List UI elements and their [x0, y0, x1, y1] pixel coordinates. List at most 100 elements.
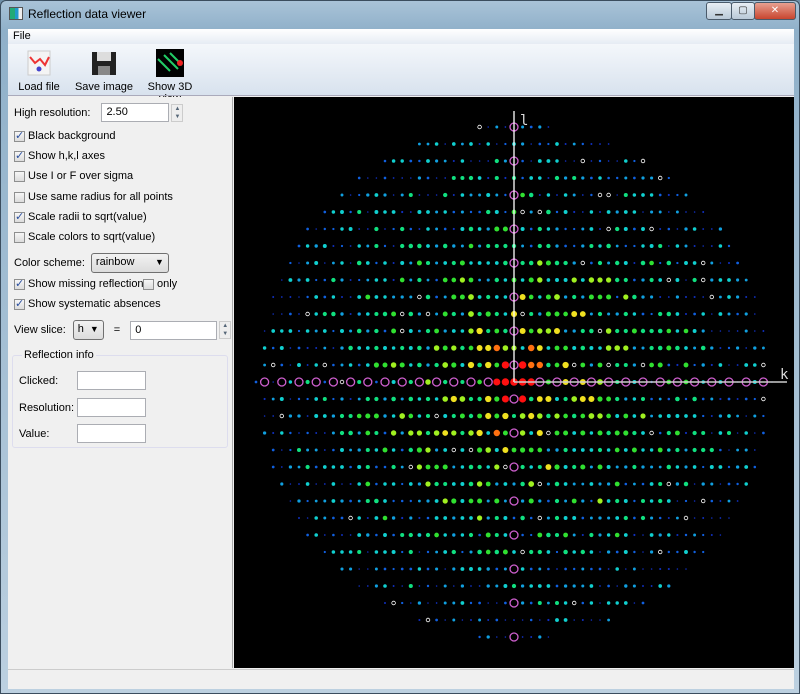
reflection-point[interactable]	[572, 142, 576, 146]
reflection-point[interactable]	[486, 209, 491, 215]
reflection-point[interactable]	[709, 447, 714, 453]
reflection-point[interactable]	[546, 227, 551, 231]
reflection-point[interactable]	[719, 347, 722, 349]
reflection-point[interactable]	[537, 549, 542, 555]
reflection-point[interactable]	[666, 328, 672, 334]
reflection-point[interactable]	[657, 447, 663, 453]
reflection-point[interactable]	[598, 533, 602, 537]
reflection-point[interactable]	[536, 361, 544, 369]
reflection-point[interactable]	[589, 465, 593, 469]
reflection-point[interactable]	[306, 499, 309, 503]
reflection-point[interactable]	[675, 295, 680, 299]
reflection-point[interactable]	[615, 176, 619, 180]
reflection-point[interactable]	[495, 584, 499, 588]
reflection-point[interactable]	[435, 567, 439, 571]
reflection-point[interactable]	[606, 210, 611, 214]
reflection-point[interactable]	[675, 465, 680, 469]
high-resolution-spinner[interactable]: ▲ ▼	[171, 103, 184, 122]
reflection-point[interactable]	[623, 311, 628, 317]
reflection-point[interactable]	[443, 295, 447, 299]
reflection-point[interactable]	[314, 312, 318, 316]
reflection-point[interactable]	[563, 618, 568, 622]
reflection-point[interactable]	[365, 396, 370, 402]
reflection-point[interactable]	[615, 396, 620, 402]
reflection-point[interactable]	[615, 295, 619, 299]
reflection-point[interactable]	[374, 193, 379, 197]
reflection-point[interactable]	[676, 500, 679, 502]
reflection-point[interactable]	[435, 177, 438, 179]
reflection-point[interactable]	[494, 226, 500, 232]
reflection-point[interactable]	[349, 465, 352, 469]
reflection-point[interactable]	[494, 448, 499, 452]
missing-reflection[interactable]	[537, 481, 542, 487]
reflection-point[interactable]	[442, 362, 449, 368]
reflection-point[interactable]	[572, 482, 576, 486]
reflection-point[interactable]	[633, 550, 636, 554]
reflection-point[interactable]	[452, 159, 455, 163]
reflection-point[interactable]	[408, 430, 414, 436]
reflection-point[interactable]	[502, 345, 509, 351]
reflection-point[interactable]	[340, 397, 344, 401]
reflection-point[interactable]	[598, 516, 602, 520]
reflection-point[interactable]	[658, 311, 663, 317]
reflection-point[interactable]	[615, 516, 620, 520]
absence-mark[interactable]	[509, 564, 519, 574]
missing-reflection[interactable]	[580, 260, 585, 266]
reflection-point[interactable]	[753, 465, 757, 469]
reflection-point[interactable]	[538, 567, 542, 571]
reflection-point[interactable]	[400, 193, 404, 197]
reflection-point[interactable]	[555, 584, 559, 588]
absence-mark[interactable]	[397, 377, 407, 387]
reflection-point[interactable]	[476, 481, 483, 487]
reflection-point[interactable]	[589, 328, 594, 334]
reflection-point[interactable]	[374, 567, 378, 571]
reflection-point[interactable]	[468, 464, 474, 470]
reflection-point[interactable]	[640, 498, 646, 504]
reflection-point[interactable]	[298, 313, 300, 315]
reflection-point[interactable]	[486, 499, 490, 503]
reflection-point[interactable]	[632, 193, 637, 197]
reflection-point[interactable]	[426, 346, 430, 350]
missing-reflection[interactable]	[520, 311, 525, 317]
reflection-point[interactable]	[581, 516, 585, 520]
reflection-point[interactable]	[486, 261, 490, 265]
reflection-point[interactable]	[495, 618, 499, 622]
reflection-point[interactable]	[615, 260, 620, 266]
reflection-point[interactable]	[367, 177, 369, 179]
reflection-point[interactable]	[504, 636, 507, 638]
reflection-point[interactable]	[374, 584, 378, 588]
reflection-point[interactable]	[443, 379, 448, 385]
missing-reflection[interactable]	[408, 464, 413, 470]
reflection-point[interactable]	[452, 601, 456, 605]
reflection-point[interactable]	[520, 227, 525, 231]
reflection-point[interactable]	[478, 210, 481, 214]
reflection-point[interactable]	[296, 447, 302, 453]
reflection-point[interactable]	[453, 585, 455, 587]
reflection-point[interactable]	[417, 312, 422, 316]
reflection-point[interactable]	[702, 550, 705, 554]
reflection-point[interactable]	[615, 567, 619, 571]
reflection-point[interactable]	[754, 432, 756, 434]
reflection-point[interactable]	[555, 227, 559, 231]
reflection-point[interactable]	[391, 516, 396, 520]
reflection-point[interactable]	[632, 312, 637, 316]
reflection-point[interactable]	[683, 362, 689, 368]
reflection-point[interactable]	[263, 397, 266, 401]
reflection-point[interactable]	[640, 260, 646, 266]
reflection-point[interactable]	[684, 448, 688, 452]
reflection-point[interactable]	[572, 550, 576, 554]
reflection-point[interactable]	[614, 430, 620, 436]
reflection-point[interactable]	[581, 176, 585, 180]
reflection-point[interactable]	[744, 329, 748, 333]
reflection-point[interactable]	[460, 363, 465, 367]
reflection-point[interactable]	[503, 482, 508, 486]
reflection-point[interactable]	[374, 396, 379, 402]
reflection-point[interactable]	[486, 431, 491, 435]
reflection-point[interactable]	[383, 414, 387, 418]
reflection-point[interactable]	[444, 143, 446, 145]
reflection-point[interactable]	[408, 532, 413, 538]
reflection-point[interactable]	[401, 210, 404, 214]
reflection-point[interactable]	[418, 516, 421, 520]
absence-mark[interactable]	[509, 462, 519, 472]
reflection-point[interactable]	[502, 447, 509, 453]
